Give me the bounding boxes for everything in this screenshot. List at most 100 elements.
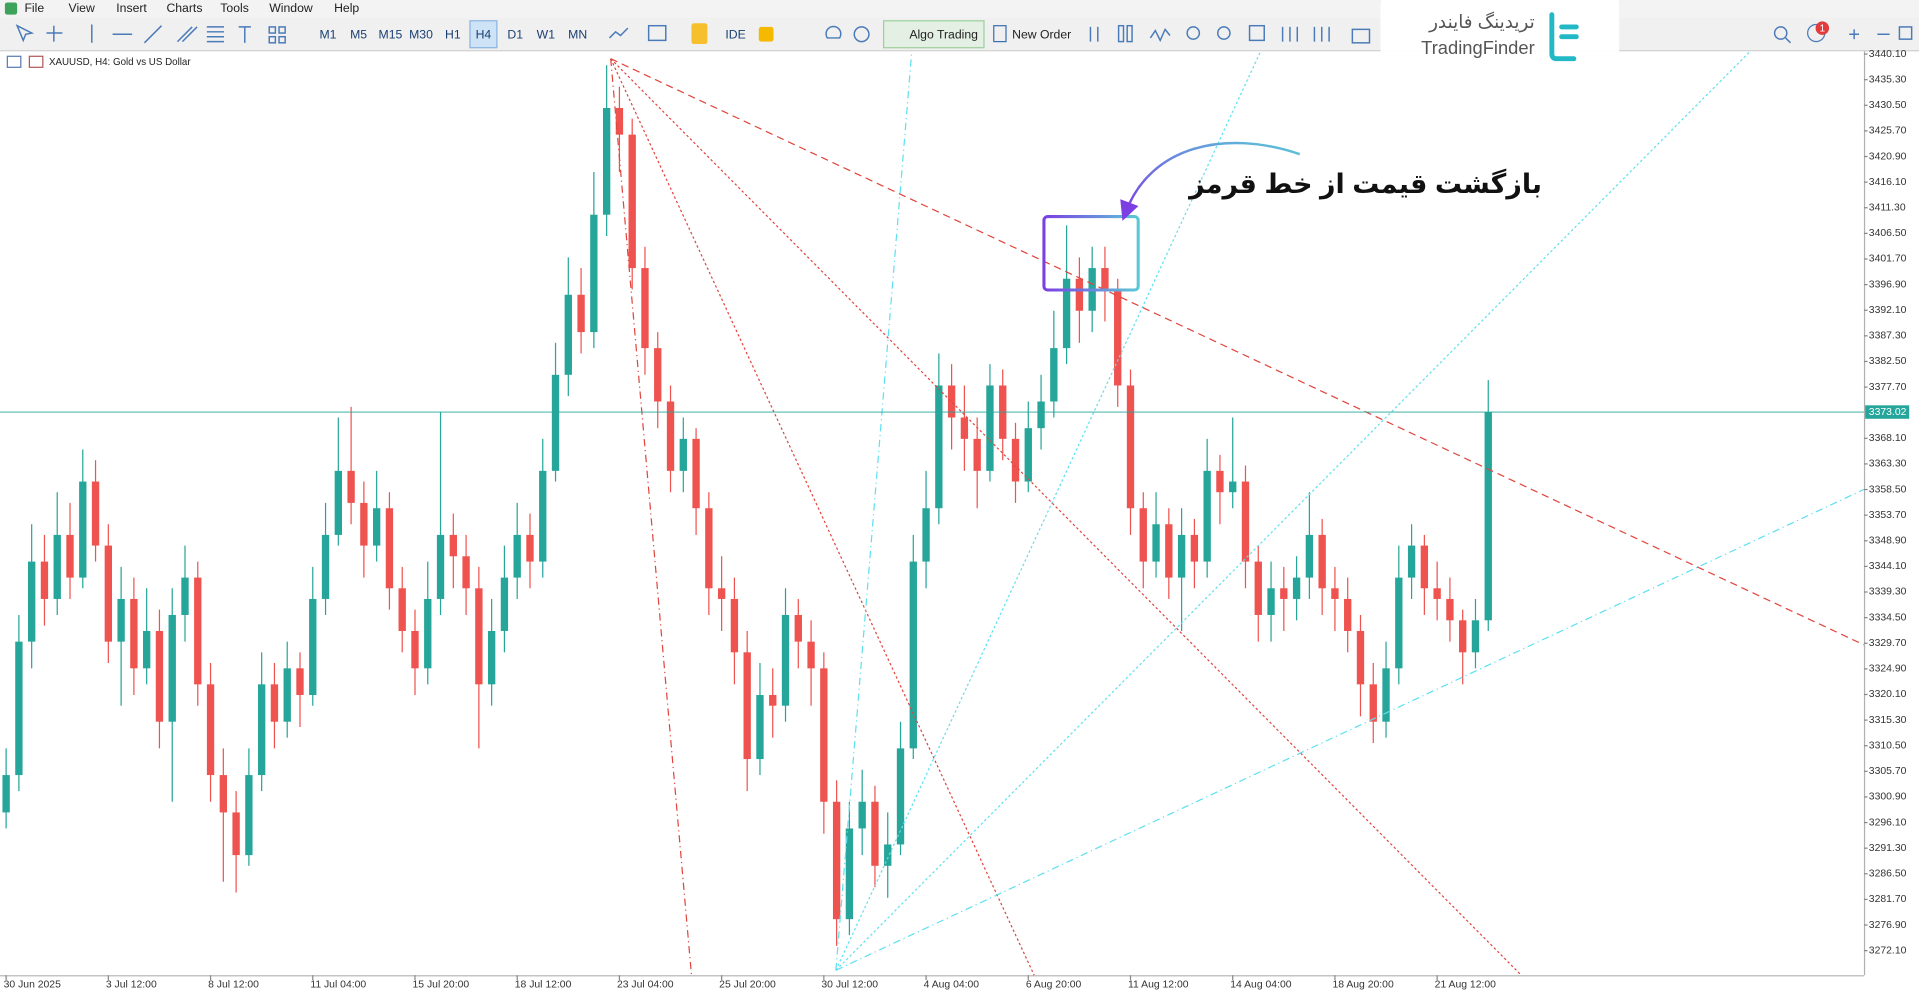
notification-count: 1: [1820, 23, 1825, 34]
candle-body: [372, 508, 381, 546]
menu-item[interactable]: Window: [269, 1, 313, 15]
timeframe-button[interactable]: M1: [319, 28, 336, 42]
candle-body: [615, 107, 624, 135]
candle-body: [219, 775, 228, 813]
candle-body: [947, 385, 956, 418]
chart-icon: [28, 55, 44, 68]
annotation-text: بازگشت قیمت از خط قرمز: [1187, 168, 1542, 200]
candle-body: [884, 844, 892, 866]
candle-body: [28, 561, 36, 642]
x-tick-label: 8 Jul 12:00: [208, 980, 259, 991]
candle-body: [1280, 588, 1288, 599]
candle-body: [871, 801, 879, 866]
x-tick-label: 11 Jul 04:00: [310, 980, 366, 991]
candle-body: [270, 684, 279, 722]
ide-button[interactable]: IDE: [725, 28, 745, 42]
timeframe-button[interactable]: M15: [379, 28, 403, 42]
candle-body: [1165, 524, 1173, 578]
y-tick-label: 3310.50: [1869, 740, 1907, 751]
candle-body: [1433, 588, 1441, 599]
timeframe-button[interactable]: M30: [409, 28, 433, 42]
candle-body: [347, 470, 355, 503]
timeframe-button[interactable]: W1: [537, 28, 556, 42]
candle-body: [896, 748, 905, 845]
y-tick-label: 3324.90: [1869, 664, 1907, 675]
candle-body: [487, 630, 496, 685]
candle-body: [1331, 588, 1339, 599]
candle-body: [935, 385, 943, 509]
candle-body: [1011, 438, 1020, 482]
timeframe-button[interactable]: H4: [476, 28, 492, 42]
candle-body: [564, 294, 572, 375]
candle-body: [1024, 428, 1032, 482]
algo-trading-button[interactable]: Algo Trading: [909, 28, 978, 42]
candle-body: [1101, 268, 1109, 290]
candle-body: [794, 614, 802, 642]
candle-body: [756, 695, 764, 760]
candle-body: [1254, 561, 1262, 615]
menu-item[interactable]: Charts: [166, 1, 202, 15]
notification-badge: [1815, 21, 1830, 35]
coin-icon: [691, 23, 708, 45]
candle-body: [475, 588, 483, 685]
y-tick-label: 3435.30: [1869, 74, 1907, 85]
candle-body: [628, 134, 636, 269]
candle-body: [781, 614, 790, 706]
candle-body: [296, 668, 304, 696]
candle-body: [257, 684, 266, 776]
candle-body: [679, 438, 687, 471]
menu-item[interactable]: View: [69, 1, 95, 15]
menu-item[interactable]: Insert: [116, 1, 147, 15]
timeframe-button[interactable]: D1: [507, 28, 523, 42]
candle-body: [1484, 412, 1492, 621]
candle-body: [1292, 577, 1301, 599]
y-tick-label: 3329.70: [1869, 638, 1907, 649]
candle-body: [1139, 508, 1147, 562]
y-tick-label: 3276.90: [1869, 920, 1907, 931]
candle-body: [104, 545, 113, 642]
candle-body: [654, 348, 662, 402]
watermark-logo: [1549, 12, 1579, 62]
y-tick-label: 3411.30: [1869, 203, 1906, 214]
candle-body: [500, 577, 509, 631]
candle-body: [424, 598, 432, 669]
timeframe-button[interactable]: MN: [568, 28, 587, 42]
candle-body: [1420, 545, 1429, 589]
x-tick-label: 3 Jul 12:00: [106, 980, 157, 991]
candle-body: [692, 438, 700, 509]
watermark-latin: TradingFinder: [1421, 37, 1535, 58]
y-tick-label: 3401.70: [1869, 254, 1907, 265]
timeframe-button[interactable]: M5: [350, 28, 367, 42]
current-price-label: 3373.02: [1869, 407, 1907, 418]
menu-item[interactable]: File: [24, 1, 44, 15]
candle-body: [1407, 545, 1416, 578]
y-tick-label: 3291.30: [1869, 843, 1907, 854]
chart-icon: [6, 55, 22, 68]
candle-body: [194, 577, 202, 685]
candle-body: [2, 775, 10, 813]
active-timeframe-bg: [469, 20, 498, 49]
candle-body: [705, 508, 713, 589]
candle-body: [590, 214, 598, 333]
app-icon: [4, 2, 18, 15]
new-order-button[interactable]: New Order: [1012, 28, 1071, 42]
y-tick-label: 3281.70: [1869, 894, 1907, 905]
candle-body: [1177, 534, 1186, 578]
candle-body: [398, 588, 406, 631]
candle-body: [858, 801, 866, 829]
timeframe-button[interactable]: H1: [445, 28, 461, 42]
cyan-fan: [835, 50, 1865, 971]
y-tick-label: 3339.30: [1869, 587, 1907, 598]
candle-body: [1114, 289, 1122, 386]
watermark-persian: تریدینگ فایندر: [1428, 11, 1535, 33]
candle-body: [232, 812, 240, 856]
menu-item[interactable]: Help: [334, 1, 359, 15]
x-tick-label: 18 Jul 12:00: [515, 980, 572, 991]
y-tick-label: 3396.90: [1869, 279, 1907, 290]
candle-body: [730, 598, 739, 653]
y-tick-label: 3300.90: [1869, 792, 1907, 803]
candle-body: [411, 630, 419, 669]
menu-item[interactable]: Tools: [220, 1, 249, 15]
candle-body: [1382, 668, 1390, 722]
